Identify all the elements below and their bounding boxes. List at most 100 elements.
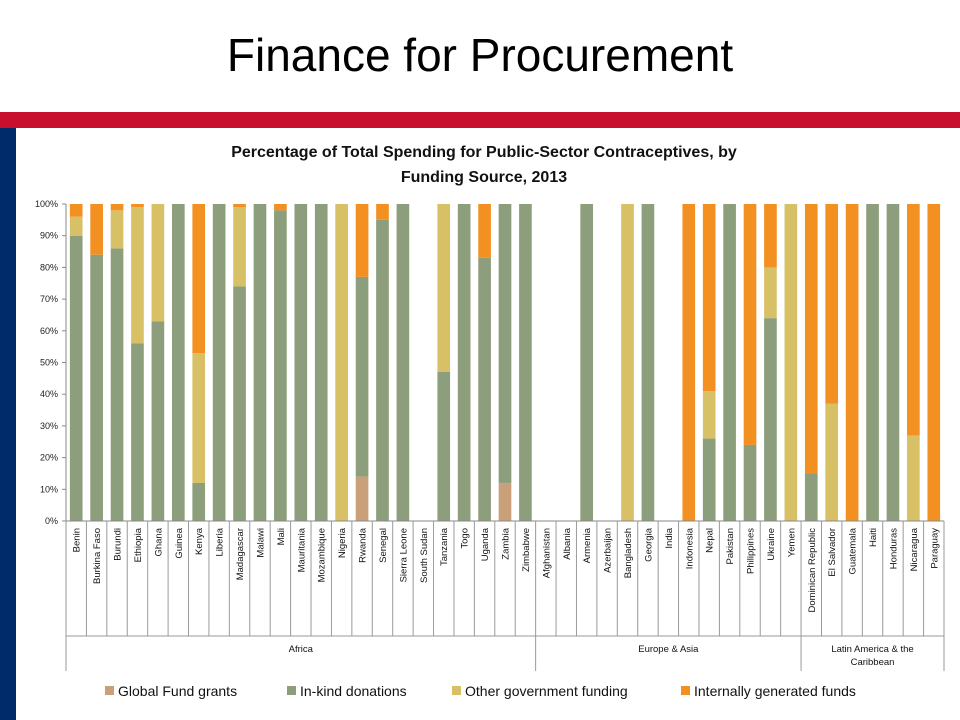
bar-segment	[437, 204, 451, 373]
bar-segment	[355, 476, 369, 521]
category-label: Rwanda	[358, 527, 369, 563]
category-label: Madagascar	[235, 528, 246, 580]
category-label: Guatemala	[848, 527, 859, 574]
bar-segment	[886, 204, 900, 521]
bar-segment	[804, 473, 818, 521]
category-label: Nigeria	[337, 527, 348, 558]
category-label: Paraguay	[929, 528, 940, 569]
category-label: Uganda	[480, 527, 491, 561]
region-label: Europe & Asia	[638, 644, 699, 655]
bar-segment	[702, 438, 716, 521]
legend-label: Global Fund grants	[118, 683, 237, 699]
bar-segment	[110, 204, 124, 211]
legend: Global Fund grants In-kind donations Other…	[105, 683, 856, 699]
category-label: Bangladesh	[623, 528, 634, 578]
bar-segment	[192, 204, 206, 353]
chart-title-line: Funding Source, 2013	[401, 169, 567, 186]
bar-segment	[376, 204, 389, 220]
category-label: Nepal	[705, 528, 716, 553]
y-tick-label: 10%	[40, 484, 58, 494]
bar-segment	[355, 204, 369, 277]
bar-segment	[69, 216, 83, 236]
bar-segment	[131, 204, 144, 208]
category-label: South Sudan	[419, 528, 430, 583]
category-label: Senegal	[378, 528, 389, 563]
category-label: Dominican Republic	[807, 528, 818, 613]
y-tick-label: 80%	[40, 262, 58, 272]
category-label: Nicaragua	[909, 527, 920, 571]
bar-segment	[131, 343, 144, 521]
category-label: Tanzania	[439, 527, 450, 566]
bar-segment	[478, 257, 491, 521]
bar-segment	[151, 321, 165, 521]
bar-segment	[294, 204, 308, 521]
bar-segment	[907, 435, 920, 521]
y-tick-label: 90%	[40, 231, 58, 241]
y-tick-label: 70%	[40, 294, 58, 304]
category-label: Kenya	[194, 527, 205, 555]
category-label: Indonesia	[684, 527, 695, 569]
bar-segment	[825, 403, 839, 521]
bar-segment	[682, 204, 696, 521]
bar-segment	[151, 204, 165, 322]
legend-label: Other government funding	[465, 683, 628, 699]
y-axis: 0% 10% 20% 30% 40% 50% 60% 70% 80% 90% 100%	[35, 199, 67, 526]
bar-segment	[723, 204, 736, 521]
y-tick-label: 100%	[35, 199, 58, 209]
y-tick-label: 0%	[45, 516, 58, 526]
accent-band	[0, 112, 960, 128]
bar-segment	[498, 204, 512, 483]
y-tick-label: 50%	[40, 358, 58, 368]
bar-segment	[110, 210, 124, 249]
bar-segment	[253, 204, 267, 521]
category-label: Honduras	[888, 528, 899, 569]
category-label: Mauritania	[296, 527, 307, 572]
bar-segment	[355, 276, 369, 477]
bar-segment	[764, 204, 777, 268]
bar-segment	[396, 204, 410, 521]
region-label: Caribbean	[851, 657, 895, 668]
legend-label: In-kind donations	[300, 683, 407, 699]
x-axis: Benin Burkina Faso Burundi Ethiopia Ghana Gui…	[65, 520, 945, 671]
bar-segment	[825, 204, 839, 404]
bar-segment	[784, 204, 798, 521]
category-label: Mali	[276, 528, 287, 545]
category-label: Mozambique	[317, 528, 328, 582]
category-label: Ethiopia	[133, 527, 144, 562]
bar-segment	[764, 318, 777, 521]
y-tick-label: 40%	[40, 389, 58, 399]
legend-swatch	[105, 686, 114, 695]
category-label: Haiti	[868, 528, 879, 547]
bar-segment	[743, 444, 757, 521]
bars	[69, 204, 941, 521]
bar-segment	[233, 204, 246, 208]
category-label: Sierra Leone	[398, 528, 409, 582]
category-label: Liberia	[215, 527, 226, 556]
chart-title: Percentage of Total Spending for Public-…	[231, 144, 737, 186]
bar-segment	[804, 204, 818, 474]
category-label: Burkina Faso	[92, 528, 103, 584]
bar-segment	[192, 482, 206, 521]
y-tick-label: 20%	[40, 453, 58, 463]
category-label: Albania	[562, 527, 573, 559]
bar-segment	[274, 210, 287, 521]
bar-segment	[274, 204, 287, 211]
bar-segment	[335, 204, 348, 521]
legend-label: Internally generated funds	[694, 683, 856, 699]
bar-segment	[90, 204, 103, 255]
category-label: Ukraine	[766, 528, 777, 561]
chart-title-line: Percentage of Total Spending for Public-…	[231, 144, 737, 161]
bar-segment	[641, 204, 655, 521]
category-label: Burundi	[113, 528, 124, 561]
region-label: Latin America & the	[831, 644, 913, 655]
y-tick-label: 30%	[40, 421, 58, 431]
bar-segment	[192, 352, 206, 483]
category-label: Pakistan	[725, 528, 736, 564]
slide-title: Finance for Procurement	[226, 29, 734, 81]
bar-segment	[621, 204, 634, 521]
bar-segment	[171, 204, 185, 521]
side-bar	[0, 128, 16, 720]
bar-segment	[764, 267, 777, 319]
bar-segment	[866, 204, 879, 521]
